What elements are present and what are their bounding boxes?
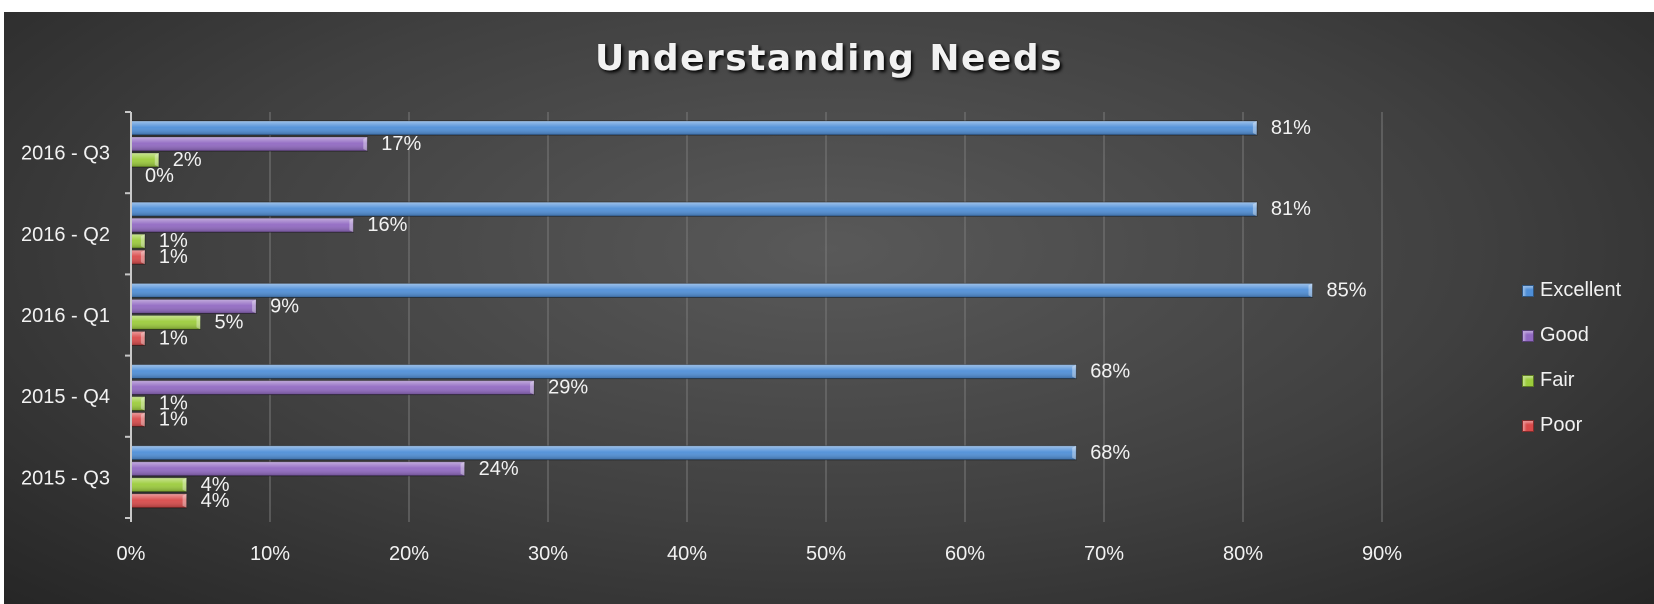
data-label-poor: 1% [159, 246, 188, 268]
data-label-good: 29% [548, 377, 588, 399]
bar-cap [1072, 445, 1077, 460]
data-label-good: 9% [270, 295, 299, 317]
legend-item-fair: Fair [1522, 358, 1621, 403]
bar-cap [363, 137, 368, 151]
bar-highlight [131, 315, 201, 330]
bar-cap [140, 412, 145, 427]
bar-highlight [131, 477, 187, 492]
legend-item-excellent: Excellent [1522, 268, 1621, 313]
legend-swatch [1522, 374, 1534, 387]
bar-cap [1308, 283, 1313, 298]
x-tick-label: 90% [1362, 543, 1402, 565]
bar-highlight [131, 412, 145, 427]
data-label-fair: 2% [173, 149, 202, 171]
x-tick-label: 40% [667, 543, 707, 565]
legend-item-poor: Poor [1522, 403, 1621, 448]
bar-highlight [131, 234, 145, 249]
category-label: 2016 - Q1 [21, 305, 110, 327]
bar-cap [140, 234, 145, 249]
bars [130, 120, 1313, 509]
gridlines [269, 112, 1383, 522]
legend-label: Fair [1540, 369, 1575, 391]
bar-highlight [131, 364, 1077, 379]
data-label-excellent: 85% [1327, 279, 1367, 301]
bar-cap [154, 153, 159, 167]
x-tick-label: 10% [250, 543, 290, 565]
legend-label: Poor [1540, 414, 1583, 436]
bar-cap [140, 250, 145, 265]
bar-highlight [131, 445, 1077, 460]
data-label-fair: 5% [215, 311, 244, 333]
chart-title: Understanding Needs [594, 38, 1064, 79]
data-label-fair: 1% [159, 230, 188, 252]
bar-highlight [131, 153, 159, 167]
bar-cap [530, 380, 535, 395]
bar-highlight [131, 202, 1257, 217]
bar-cap [140, 396, 145, 411]
x-tick-label: 0% [117, 543, 146, 565]
data-label-fair: 4% [201, 474, 230, 496]
bar-highlight [131, 331, 145, 346]
bar-highlight [131, 493, 187, 508]
bar-cap [460, 461, 465, 476]
plot-area: 81%17%2%0%81%16%1%1%85%9%5%1%68%29%1%1%6… [21, 111, 1402, 565]
data-label-excellent: 81% [1271, 198, 1311, 220]
data-label-excellent: 68% [1090, 361, 1130, 383]
bar-cap [349, 218, 354, 233]
category-label: 2016 - Q3 [21, 143, 110, 165]
data-label-poor: 0% [145, 165, 174, 187]
bar-cap [182, 493, 187, 508]
bar-cap [1252, 202, 1257, 217]
category-label: 2015 - Q4 [21, 386, 110, 408]
bar-highlight [131, 461, 465, 476]
data-label-excellent: 68% [1090, 442, 1130, 464]
data-label-poor: 1% [159, 327, 188, 349]
bar-cap [140, 331, 145, 346]
category-label: 2015 - Q3 [21, 467, 110, 489]
data-label-poor: 4% [201, 490, 230, 512]
bar-cap [182, 477, 187, 492]
x-tick-label: 20% [389, 543, 429, 565]
data-label-fair: 1% [159, 393, 188, 415]
bar-highlight [131, 299, 257, 314]
x-tick-label: 60% [945, 543, 985, 565]
data-label-good: 17% [381, 133, 421, 155]
data-label-excellent: 81% [1271, 117, 1311, 139]
data-labels: 81%17%2%0%81%16%1%1%85%9%5%1%68%29%1%1%6… [145, 117, 1367, 512]
bar-cap [1072, 364, 1077, 379]
bar-cap [196, 315, 201, 330]
legend-label: Excellent [1540, 279, 1622, 301]
chart-area: Understanding Needs 81% 17% 2% 0% 81% 16% 1% 1%… [4, 12, 1654, 604]
bar-cap [252, 299, 257, 314]
axes: 0% 10% 20% 30% 40% 50% 60% 70% 80% 90% 2016 - Q3 20… [21, 111, 1402, 565]
x-tick-label: 80% [1223, 543, 1263, 565]
legend-swatch [1522, 419, 1534, 432]
legend: Excellent Good Fair Poor [1522, 268, 1621, 448]
data-label-good: 16% [367, 214, 407, 236]
category-label: 2016 - Q2 [21, 224, 110, 246]
legend-label: Good [1540, 324, 1589, 346]
x-tick-label: 50% [806, 543, 846, 565]
data-label-good: 24% [479, 458, 519, 480]
bar-highlight [131, 121, 1257, 135]
legend-swatch [1522, 329, 1534, 342]
x-tick-label: 30% [528, 543, 568, 565]
bar-highlight [131, 218, 354, 233]
bar-highlight [131, 250, 145, 265]
legend-item-good: Good [1522, 313, 1621, 358]
bar-highlight [131, 137, 368, 151]
bar-highlight [131, 380, 535, 395]
x-tick-label: 70% [1084, 543, 1124, 565]
data-label-poor: 1% [159, 409, 188, 431]
bar-cap [1252, 121, 1257, 135]
legend-swatch [1522, 284, 1534, 297]
bar-highlight [131, 283, 1313, 298]
bar-highlight [131, 396, 145, 411]
